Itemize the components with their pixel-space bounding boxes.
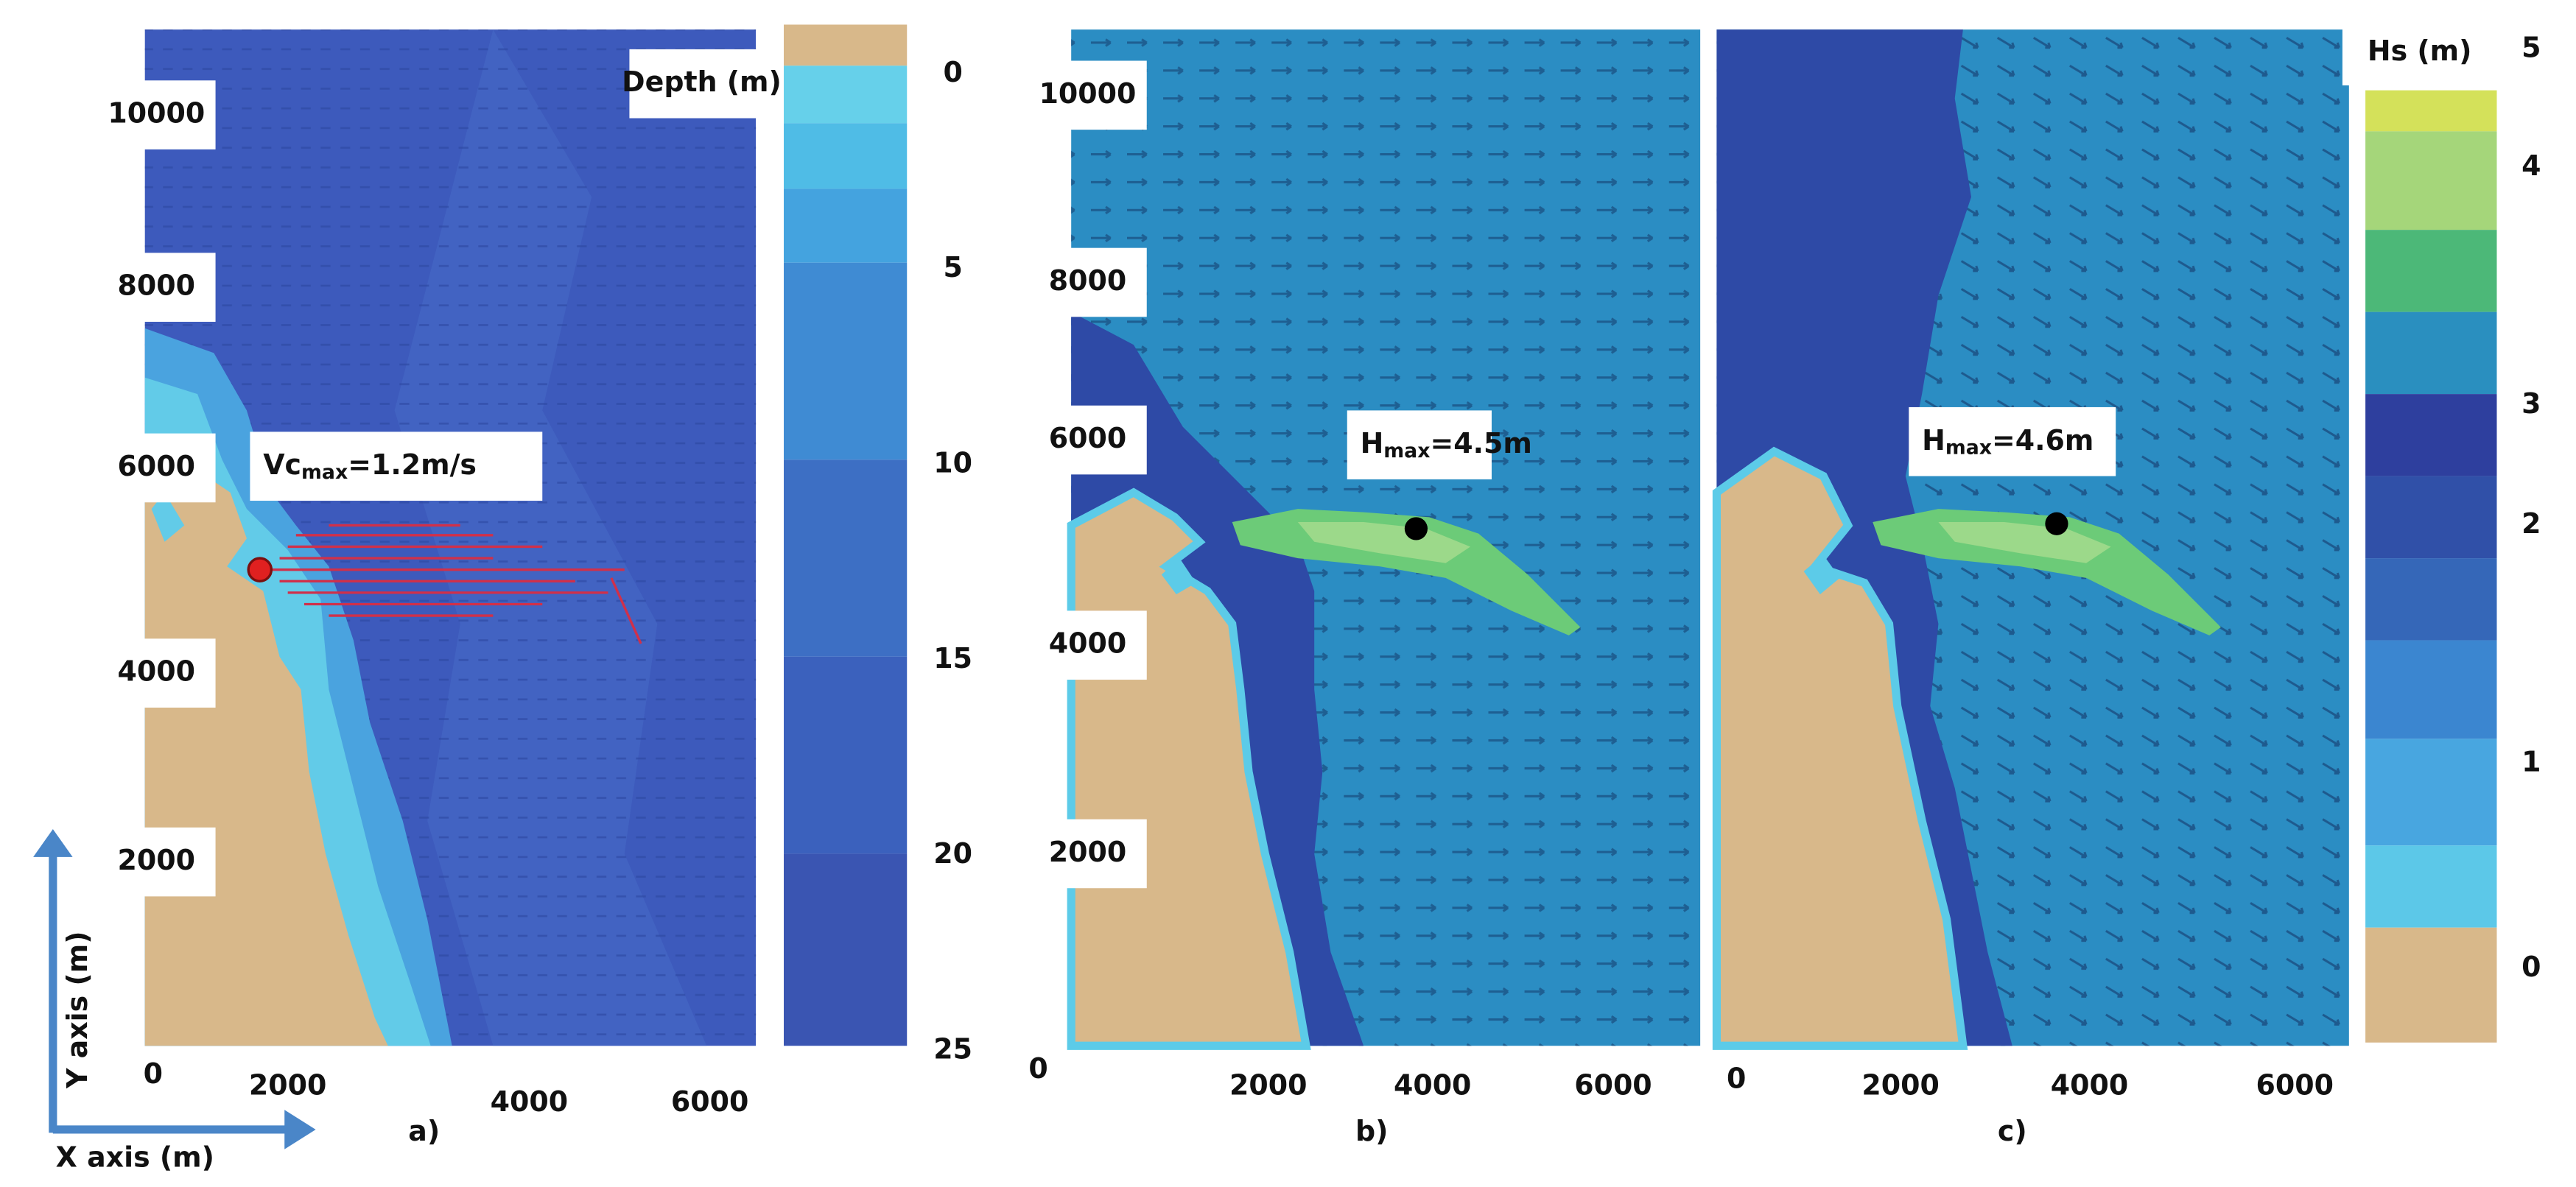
tick-label-box: [97, 827, 216, 897]
x-tick-label: 6000: [671, 1085, 748, 1118]
x-tick-label: 2000: [1861, 1068, 1939, 1101]
x-tick-label: 4000: [2051, 1068, 2128, 1101]
x-tick-label: 0: [1028, 1052, 1047, 1085]
colorbar-tick-label: 5: [2521, 31, 2541, 63]
tick-label-box: [97, 638, 216, 708]
tick-label-box: [1028, 610, 1147, 680]
annotation-box: [1347, 410, 1492, 480]
axis-arrows: [33, 828, 316, 1149]
annotation-box: [250, 432, 543, 501]
annotation-subscript: max: [1945, 436, 1992, 459]
panel-label: a): [408, 1115, 440, 1147]
map-a: [144, 29, 757, 1046]
tick-label-box: [1028, 247, 1147, 317]
depth-colorbar: [784, 24, 908, 1046]
colorbar-tick-label: 0: [943, 56, 962, 88]
tick-label-box: [1028, 60, 1147, 130]
y-tick-label: 8000: [1049, 264, 1126, 297]
tick-label-box: [1028, 819, 1147, 889]
y-tick-label: 4000: [118, 655, 195, 688]
colorbar-tick-label: 1: [2521, 745, 2541, 778]
annotation-subscript: max: [1383, 440, 1430, 462]
colorbar-tick-label: 4: [2521, 149, 2541, 182]
colorbar-title-box: [2342, 19, 2497, 85]
y-tick-label: 6000: [1049, 422, 1126, 454]
hs-colorbar: [2365, 90, 2497, 1043]
annotation-suffix: =4.6m: [1992, 423, 2094, 456]
panel-label: b): [1355, 1115, 1388, 1147]
y-tick-label: 10000: [108, 97, 205, 130]
x-tick-label: 2000: [249, 1068, 326, 1101]
y-axis-label: Y axis (m): [61, 931, 94, 1089]
colorbar-tick-label: 0: [2521, 951, 2541, 983]
colorbar-tick-label: 15: [933, 642, 972, 674]
y-tick-label: 6000: [118, 450, 195, 482]
y-tick-label: 10000: [1039, 77, 1137, 110]
annotation-box: [1909, 406, 2116, 476]
x-tick-label: 6000: [1574, 1068, 1652, 1101]
tick-label-box: [97, 253, 216, 323]
x-tick-label: 0: [1727, 1063, 1746, 1095]
colorbar-tick-label: 20: [933, 837, 972, 870]
colorbar-tick-label: 25: [933, 1032, 972, 1065]
annotation: Hmax=4.6m: [1922, 423, 2094, 459]
annotation-subscript: max: [301, 461, 348, 484]
annotation: Vcmax=1.2m/s: [263, 448, 477, 484]
annotation-main: H: [1361, 427, 1384, 459]
colorbar-title-box: [629, 49, 774, 119]
x-tick-label: 6000: [2256, 1068, 2334, 1101]
colorbar-tick-label: 2: [2521, 507, 2541, 540]
panel-label: c): [1998, 1115, 2027, 1147]
tick-label-box: [97, 80, 216, 149]
colorbar-title: Hs (m): [2368, 35, 2472, 67]
colorbar-tick-label: 5: [943, 251, 962, 283]
x-tick-label: 4000: [1394, 1068, 1471, 1101]
y-tick-label: 2000: [118, 844, 195, 876]
map-c: [1712, 29, 2349, 1050]
annotation: Hmax=4.5m: [1361, 427, 1532, 462]
annotation-main: Vc: [263, 448, 301, 481]
y-tick-label: 2000: [1049, 836, 1126, 868]
colorbar-tick-label: 3: [2521, 387, 2541, 420]
x-tick-label: 4000: [491, 1085, 568, 1118]
colorbar-tick-label: 10: [933, 446, 972, 479]
annotation-main: H: [1922, 423, 1945, 456]
y-tick-label: 8000: [118, 270, 195, 302]
x-tick-label: 0: [144, 1057, 163, 1090]
y-tick-label: 4000: [1049, 627, 1126, 660]
tick-label-box: [97, 433, 216, 503]
x-axis-label: X axis (m): [56, 1141, 214, 1174]
tick-label-box: [1028, 405, 1147, 475]
annotation-suffix: =4.5m: [1431, 427, 1532, 459]
map-b: [1067, 29, 1701, 1050]
colorbar-title: Depth (m): [622, 66, 782, 98]
x-tick-label: 2000: [1229, 1068, 1307, 1101]
annotation-suffix: =1.2m/s: [348, 448, 477, 481]
